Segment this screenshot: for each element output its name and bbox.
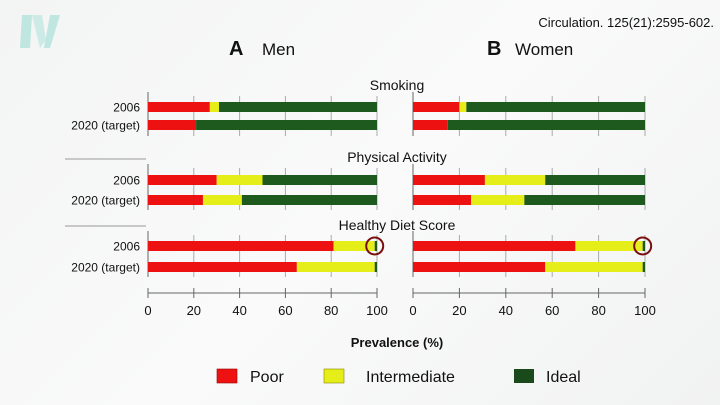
citation: Circulation. 125(21):2595-602. [538, 15, 714, 30]
bar-segment-ideal [196, 120, 377, 130]
bar-segment-ideal [642, 241, 645, 251]
x-tick-label: 100 [366, 303, 388, 318]
legend-swatch-intermediate [323, 368, 345, 384]
bar-segment-poor [148, 102, 210, 112]
bar-segment-poor [413, 241, 576, 251]
panel-a-title: Men [262, 40, 295, 59]
x-tick-label: 80 [324, 303, 338, 318]
bar-segment-intermediate [209, 102, 219, 112]
highlight-circle [633, 236, 653, 256]
panel-a-letter: A [229, 38, 243, 60]
bar-segment-poor [413, 195, 471, 205]
x-tick-label: 0 [409, 303, 416, 318]
logo-mark-right [44, 15, 60, 48]
x-tick-label: 40 [499, 303, 513, 318]
row-label: 2020 (target) [71, 261, 140, 275]
x-tick-label: 100 [634, 303, 656, 318]
x-tick-label: 80 [591, 303, 605, 318]
bar-segment-intermediate [575, 241, 643, 251]
bar-segment-ideal [218, 102, 377, 112]
bar-segment-intermediate [333, 241, 375, 251]
bar-segment-poor [148, 120, 197, 130]
bar-segment-intermediate [216, 175, 263, 185]
bar-segment-ideal [447, 120, 645, 130]
row-label: 2006 [113, 174, 140, 188]
bar-segment-poor [148, 195, 203, 205]
x-tick-label: 40 [232, 303, 246, 318]
x-tick-label: 20 [452, 303, 466, 318]
bar-segment-intermediate [459, 102, 467, 112]
bar-segment-poor [148, 175, 217, 185]
highlight-circle [365, 236, 385, 256]
bar-segment-intermediate [471, 195, 525, 205]
x-tick-label: 60 [278, 303, 292, 318]
logo [20, 15, 60, 48]
row-label: 2020 (target) [71, 194, 140, 208]
panel-b-letter: B [487, 38, 501, 60]
bar-segment-ideal [466, 102, 645, 112]
panel-b-title: Women [515, 40, 573, 59]
bar-segment-poor [413, 120, 448, 130]
bar-segment-intermediate [545, 262, 643, 272]
logo-mark-diagonal [32, 15, 46, 48]
bar-segment-ideal [545, 175, 645, 185]
bar-segment-poor [413, 175, 485, 185]
legend-label-ideal: Ideal [546, 369, 581, 386]
x-tick-label: 0 [144, 303, 151, 318]
bar-segment-poor [413, 102, 460, 112]
x-tick-label: 20 [187, 303, 201, 318]
bar-segment-ideal [524, 195, 645, 205]
row-label: 2020 (target) [71, 119, 140, 133]
legend-label-poor: Poor [250, 369, 284, 386]
row-label: 2006 [113, 240, 140, 254]
x-axis-label: Prevalence (%) [351, 335, 444, 350]
bar-segment-ideal [262, 175, 377, 185]
bar-segment-ideal [374, 262, 377, 272]
bar-segment-intermediate [484, 175, 546, 185]
bar-segment-intermediate [202, 195, 242, 205]
bar-segment-ideal [374, 241, 377, 251]
row-label: 2006 [113, 101, 140, 115]
x-tick-label: 60 [545, 303, 559, 318]
group-title-physical-activity: Physical Activity [347, 149, 447, 165]
bar-segment-poor [148, 241, 334, 251]
legend-label-intermediate: Intermediate [366, 369, 455, 386]
bar-segment-poor [148, 262, 297, 272]
legend-swatch-ideal [514, 369, 534, 383]
logo-mark-left [20, 15, 32, 48]
bar-segment-ideal [241, 195, 377, 205]
bar-segment-ideal [642, 262, 645, 272]
group-title-smoking: Smoking [370, 77, 424, 93]
bar-segment-intermediate [296, 262, 375, 272]
group-title-healthy-diet: Healthy Diet Score [339, 217, 456, 233]
legend-swatch-poor [216, 368, 238, 384]
bar-segment-poor [413, 262, 546, 272]
